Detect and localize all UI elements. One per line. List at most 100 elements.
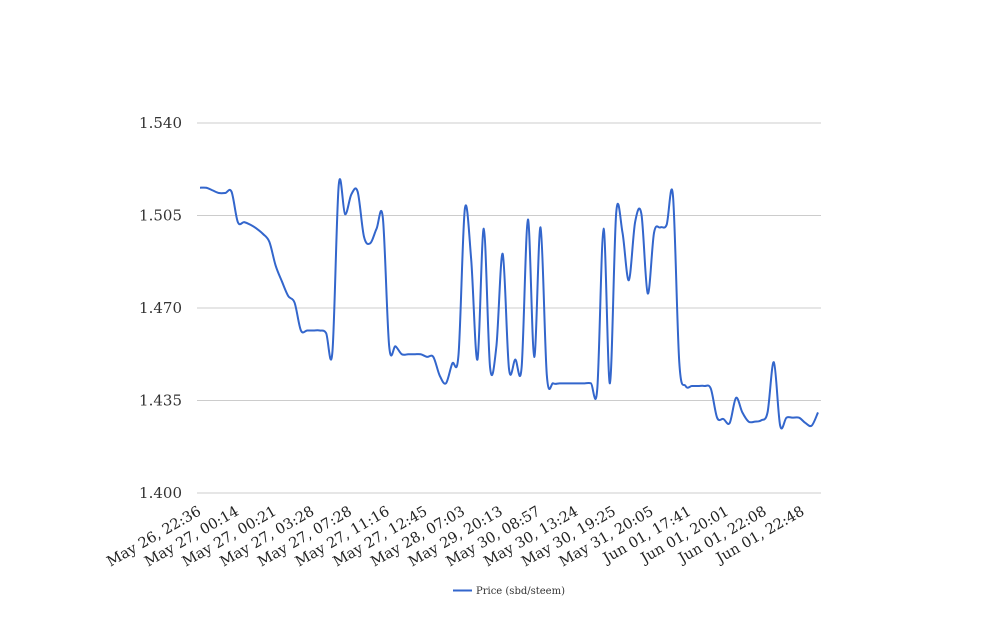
data-point xyxy=(696,384,700,388)
data-point xyxy=(438,373,442,377)
data-point xyxy=(501,252,505,256)
data-point xyxy=(412,352,416,356)
data-point xyxy=(381,216,385,220)
y-tick-label: 1.435 xyxy=(139,392,182,410)
data-point xyxy=(393,344,397,348)
data-point xyxy=(267,240,271,244)
data-point xyxy=(715,416,719,420)
data-point xyxy=(419,352,423,356)
data-point xyxy=(337,183,341,187)
data-point xyxy=(595,387,599,391)
data-point xyxy=(627,278,631,282)
data-point xyxy=(816,410,820,414)
legend: Price (sbd/steem) xyxy=(453,586,565,597)
data-point xyxy=(204,186,208,190)
data-point xyxy=(532,355,536,359)
data-point xyxy=(242,220,246,224)
data-point xyxy=(507,367,511,371)
data-point xyxy=(646,291,650,295)
data-point xyxy=(721,417,725,421)
data-point xyxy=(274,264,278,268)
data-point xyxy=(223,191,227,195)
data-point xyxy=(633,220,637,224)
data-point xyxy=(557,381,561,385)
data-point xyxy=(684,384,688,388)
data-point xyxy=(255,227,259,231)
data-point xyxy=(494,344,498,348)
y-tick-label: 1.400 xyxy=(139,484,182,502)
legend-label-price: Price (sbd/steem) xyxy=(476,586,565,597)
data-point xyxy=(690,384,694,388)
data-point xyxy=(469,257,473,261)
data-point xyxy=(803,421,807,425)
data-point xyxy=(362,235,366,239)
data-point xyxy=(488,365,492,369)
data-point xyxy=(463,207,467,211)
data-point xyxy=(734,396,738,400)
data-point xyxy=(583,381,587,385)
data-point xyxy=(261,232,265,236)
data-point xyxy=(450,362,454,366)
data-point xyxy=(444,381,448,385)
data-point xyxy=(778,424,782,428)
data-point xyxy=(299,328,303,332)
data-point xyxy=(602,227,606,231)
data-point xyxy=(539,225,543,229)
data-point xyxy=(387,344,391,348)
data-point xyxy=(482,227,486,231)
data-point xyxy=(753,420,757,424)
data-point xyxy=(520,365,524,369)
data-point xyxy=(784,416,788,420)
data-point xyxy=(551,381,555,385)
data-point xyxy=(280,280,284,284)
data-point xyxy=(475,358,479,362)
data-point xyxy=(665,223,669,227)
data-point xyxy=(639,212,643,216)
data-point xyxy=(797,416,801,420)
data-point xyxy=(589,381,593,385)
data-point xyxy=(318,328,322,332)
data-point xyxy=(349,192,353,196)
data-point xyxy=(198,186,202,190)
y-tick-label: 1.470 xyxy=(139,299,182,317)
data-point xyxy=(740,410,744,414)
series-layer xyxy=(198,178,820,430)
data-point xyxy=(330,350,334,354)
data-point xyxy=(375,227,379,231)
data-point xyxy=(248,223,252,227)
data-point xyxy=(230,190,234,194)
data-point xyxy=(457,352,461,356)
data-point xyxy=(608,381,612,385)
data-point xyxy=(772,360,776,364)
data-point xyxy=(305,328,309,332)
data-point xyxy=(709,387,713,391)
y-axis-tick-labels: 1.400 1.435 1.470 1.505 1.540 xyxy=(139,114,182,502)
data-point xyxy=(810,424,814,428)
data-point xyxy=(513,358,517,362)
data-point xyxy=(356,190,360,194)
data-point xyxy=(286,294,290,298)
data-point xyxy=(400,352,404,356)
data-point xyxy=(545,373,549,377)
data-point xyxy=(312,328,316,332)
data-point xyxy=(293,301,297,305)
data-point xyxy=(564,381,568,385)
data-point xyxy=(677,360,681,364)
data-point xyxy=(728,421,732,425)
data-point xyxy=(236,220,240,224)
data-point xyxy=(766,410,770,414)
data-point xyxy=(211,188,215,192)
data-point xyxy=(747,420,751,424)
data-point xyxy=(431,355,435,359)
data-point xyxy=(658,225,662,229)
data-point xyxy=(368,241,372,245)
data-point xyxy=(425,355,429,359)
data-point xyxy=(406,352,410,356)
data-point xyxy=(526,217,530,221)
data-point xyxy=(570,381,574,385)
data-point xyxy=(791,416,795,420)
data-point xyxy=(217,191,221,195)
